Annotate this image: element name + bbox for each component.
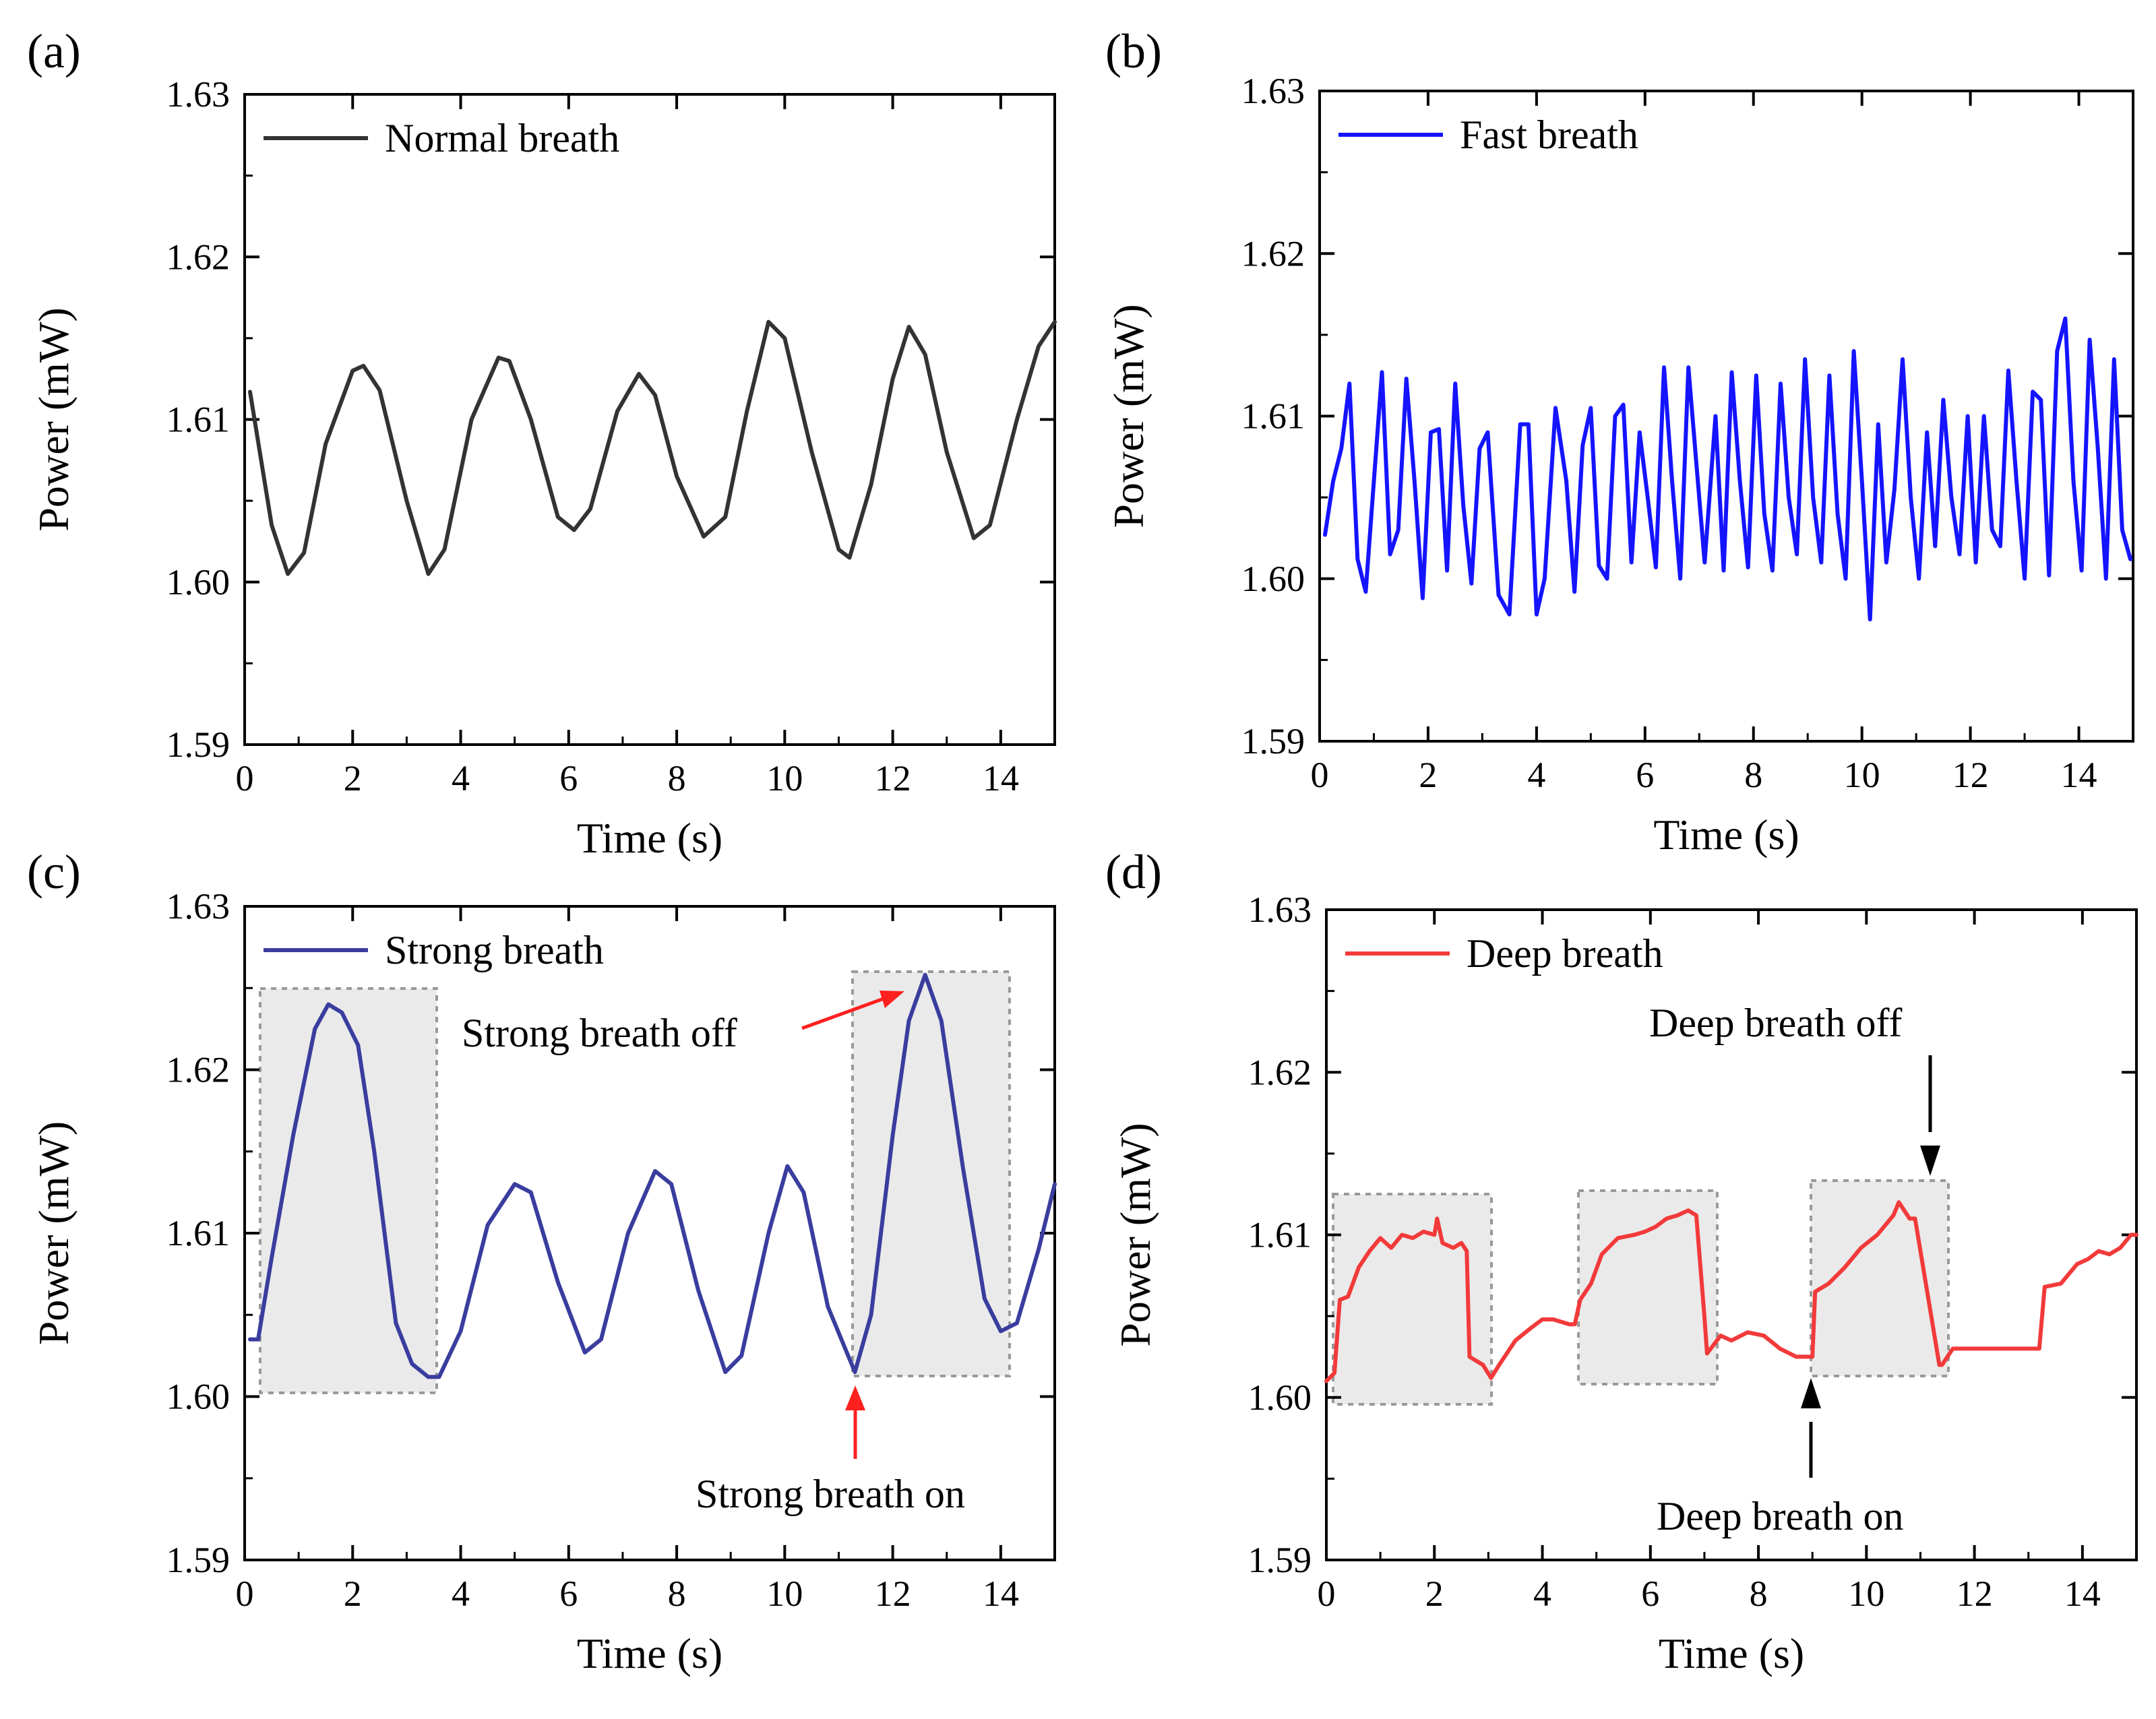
y-axis-title-b: Power (mW) [1105, 304, 1152, 528]
x-tick-label-c-4: 8 [668, 1573, 686, 1614]
y-tick-label-b-3: 1.62 [1241, 233, 1305, 274]
x-tick-label-d-0: 0 [1318, 1573, 1336, 1614]
x-tick-label-c-6: 12 [875, 1573, 911, 1614]
x-tick-label-b-2: 4 [1527, 755, 1545, 795]
panel-label-c: (c) [27, 845, 81, 899]
shade-d-2 [1577, 1189, 1719, 1385]
x-tick-label-c-5: 10 [766, 1573, 803, 1614]
x-tick-label-c-0: 0 [236, 1573, 254, 1614]
x-tick-label-b-6: 12 [1952, 755, 1989, 795]
series-line-a-0 [248, 319, 1057, 576]
series-line-c-0 [248, 972, 1057, 1379]
arrow-strong-off-head [880, 991, 904, 1008]
x-tick-label-c-3: 6 [559, 1573, 578, 1614]
y-tick-label-a-0: 1.59 [166, 724, 230, 765]
arrow-deep-on-head [1801, 1378, 1821, 1408]
annotation-deep-breath-off: Deep breath off [1649, 1001, 1902, 1045]
panel-a: 0 2 4 6 8 10 12 14 1.59 1.60 1.61 1.62 1.63 Time (s) P… [30, 74, 1057, 862]
y-tick-label-c-3: 1.62 [166, 1050, 230, 1090]
y-tick-label-a-3: 1.62 [166, 237, 230, 277]
legend-label-c-0: Strong breath [385, 928, 604, 972]
shade-d-1 [1332, 1193, 1493, 1406]
y-axis-title-c: Power (mW) [30, 1121, 78, 1345]
series-line-d-0 [1324, 1200, 2138, 1383]
x-tick-label-c-2: 4 [452, 1573, 470, 1614]
y-tick-label-d-3: 1.62 [1248, 1052, 1312, 1092]
x-tick-label-d-7: 14 [2064, 1573, 2101, 1614]
x-tick-label-a-0: 0 [236, 758, 254, 799]
annotations-c: Strong breath off Strong breath on [462, 991, 965, 1516]
panel-b: 0 2 4 6 8 10 12 14 1.59 1.60 1.61 1.62 1.63 Time (s) P… [1105, 71, 2134, 858]
y-tick-label-a-2: 1.61 [166, 400, 230, 440]
x-tick-label-b-5: 10 [1844, 755, 1880, 795]
x-axis-title-c: Time (s) [577, 1629, 722, 1677]
x-tick-label-d-2: 4 [1533, 1573, 1551, 1614]
x-tick-label-a-6: 12 [875, 758, 911, 799]
panel-label-d: (d) [1105, 845, 1162, 899]
series-line-b-0 [1323, 316, 2132, 622]
legend-label-b-0: Fast breath [1460, 113, 1638, 157]
x-tick-label-d-1: 2 [1425, 1573, 1444, 1614]
x-tick-label-b-1: 2 [1419, 755, 1437, 795]
y-tick-label-a-1: 1.60 [166, 562, 230, 602]
y-tick-label-a-4: 1.63 [166, 74, 230, 115]
x-tick-label-c-1: 2 [344, 1573, 362, 1614]
arrow-strong-off-shaft [801, 994, 892, 1030]
x-tick-label-a-3: 6 [559, 758, 578, 799]
x-axis-title-d: Time (s) [1659, 1629, 1804, 1677]
panel-label-b: (b) [1105, 24, 1162, 78]
x-tick-label-d-4: 8 [1750, 1573, 1768, 1614]
x-tick-label-d-6: 12 [1957, 1573, 1993, 1614]
x-axis-title-a: Time (s) [577, 814, 722, 862]
y-axis-title-d: Power (mW) [1111, 1123, 1159, 1346]
y-tick-label-b-4: 1.63 [1241, 71, 1305, 111]
y-tick-label-d-2: 1.61 [1248, 1215, 1312, 1255]
x-tick-label-a-5: 10 [766, 758, 803, 799]
legend-label-d-0: Deep breath [1467, 931, 1663, 976]
y-tick-label-d-1: 1.60 [1248, 1377, 1312, 1418]
x-tick-label-a-4: 8 [668, 758, 686, 799]
annotation-deep-breath-on: Deep breath on [1657, 1494, 1904, 1538]
arrow-deep-off-head [1920, 1146, 1940, 1176]
panel-label-a: (a) [27, 24, 81, 78]
y-tick-label-b-0: 1.59 [1241, 721, 1305, 761]
x-tick-label-a-2: 4 [452, 758, 470, 799]
panel-d: 0 2 4 6 8 10 12 14 1.59 1.60 1.61 1.62 1.63 Time (s) P… [1111, 889, 2138, 1677]
y-tick-label-c-2: 1.61 [166, 1213, 230, 1253]
y-tick-label-c-1: 1.60 [166, 1377, 230, 1417]
x-tick-label-b-4: 8 [1744, 755, 1762, 795]
panel-c: 0 2 4 6 8 10 12 14 1.59 1.60 1.61 1.62 1.63 Time (s) P… [30, 886, 1057, 1677]
shaded-regions [259, 970, 1950, 1406]
annotation-strong-breath-on: Strong breath on [696, 1472, 965, 1516]
annotations-d: Deep breath off Deep breath on [1649, 1001, 1940, 1538]
y-tick-label-b-2: 1.61 [1241, 396, 1305, 437]
annotation-strong-breath-off: Strong breath off [462, 1011, 737, 1055]
x-tick-label-b-3: 6 [1636, 755, 1654, 795]
x-tick-label-b-0: 0 [1311, 755, 1329, 795]
y-tick-label-b-1: 1.60 [1241, 559, 1305, 599]
legend-label-a-0: Normal breath [385, 116, 619, 160]
y-tick-label-c-4: 1.63 [166, 886, 230, 927]
arrow-strong-on-head [845, 1385, 865, 1410]
y-axis-title-a: Power (mW) [30, 307, 78, 531]
x-tick-label-b-7: 14 [2061, 755, 2097, 795]
shade-c-1 [259, 987, 438, 1394]
shade-c-2 [851, 970, 1011, 1377]
x-tick-label-a-1: 2 [344, 758, 362, 799]
y-tick-label-c-0: 1.59 [166, 1540, 230, 1580]
x-axis-title-b: Time (s) [1653, 811, 1799, 858]
y-tick-label-d-4: 1.63 [1248, 889, 1312, 930]
y-tick-label-d-0: 1.59 [1248, 1540, 1312, 1580]
x-tick-label-d-5: 10 [1848, 1573, 1884, 1614]
x-tick-label-a-7: 14 [983, 758, 1019, 799]
x-tick-label-c-7: 14 [983, 1573, 1019, 1614]
x-tick-label-d-3: 6 [1641, 1573, 1659, 1614]
